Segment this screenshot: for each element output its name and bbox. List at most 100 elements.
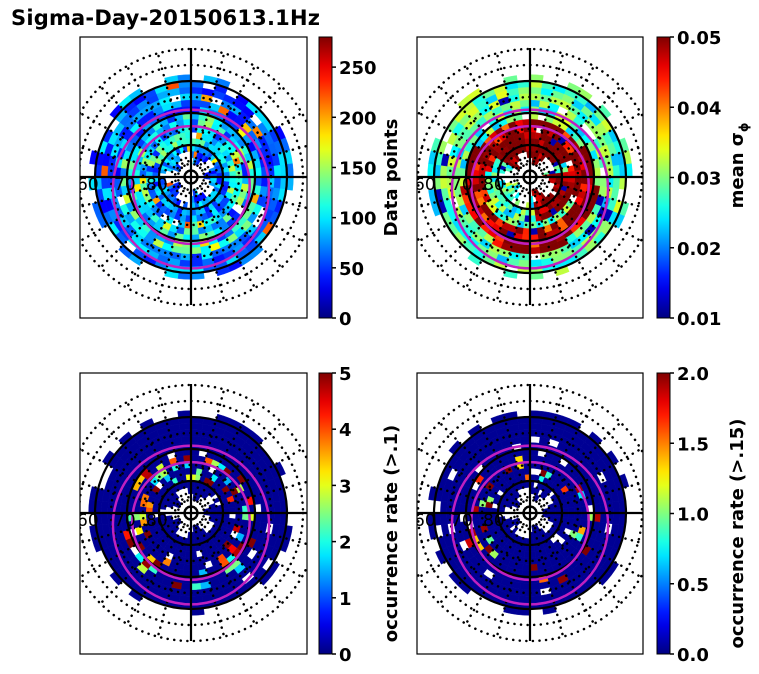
mlt-grid-line [530,181,565,302]
heatmap-cell [440,165,448,178]
mlt-grid-line [417,177,526,209]
heatmap-cell [180,435,192,444]
mlt-grid-line [80,513,187,545]
lat-label-60: 60 [414,511,436,531]
colorbar-tick-label: 150 [339,158,377,179]
mlt-grid-line [464,181,529,290]
heatmap-cell [529,595,542,603]
mlt-grid-line [417,178,526,243]
colorbar-tick-label: 4 [339,420,352,441]
mlt-grid-line [531,517,596,626]
lat-label-70: 70 [451,511,473,531]
axes-frame [416,372,644,655]
colorbar-tick-label: 0.01 [677,309,721,330]
mlt-grid-line [191,388,226,509]
heatmap-cell [260,176,269,188]
heatmap-cell [519,99,531,108]
colorbar-tick-label: 2.0 [677,364,709,385]
heatmap-cell [273,165,281,178]
mlt-grid-line [125,181,190,290]
mlt-grid-line [194,85,283,174]
mlt-grid-line [495,517,530,638]
heatmap-cell [190,435,202,444]
heatmap-cell [529,563,538,571]
colorbar-tick-label: 2 [339,533,352,554]
heatmap-cell [529,582,541,591]
mlt-grid-line [438,516,527,605]
mlt-grid-line [191,517,226,638]
heatmap-cell [529,259,542,267]
colorbar-tick-label: 0.03 [677,169,721,190]
colorbar-tick-label: 1.5 [677,434,709,455]
heatmap-cell [599,512,608,524]
colorbar-label: occurrence rate (>.1) [381,425,402,642]
heatmap-cell [612,512,620,525]
heatmap-cell [529,246,541,255]
heatmap-cell [179,423,192,431]
mlt-grid-line [194,516,283,605]
heatmap-cell [101,512,109,525]
mlt-grid-line [464,517,529,626]
mlt-grid-line [530,52,565,173]
plot-area: 60 70 80 [77,383,307,643]
heatmap-cell [179,595,192,603]
heatmap-cell [519,582,531,591]
mlt-grid-line [125,64,190,173]
colorbar-tick-label: 50 [339,259,364,280]
mlt-grid-line [192,400,257,509]
mlt-grid-line [125,400,190,509]
heatmap-cell [612,176,620,189]
heatmap-cell [472,512,480,521]
mlt-grid-line [495,52,530,173]
lat-label-60: 60 [414,175,436,195]
mlt-grid-line [195,480,307,513]
colorbar: 0 50 100 150 200 250 Data points [318,36,402,330]
heatmap-cell [190,595,203,603]
colorbar-tick-label: 1.0 [677,505,709,526]
colorbar-gradient [656,36,671,319]
colorbar-gradient [318,36,333,319]
mlt-grid-line [195,144,307,177]
mlt-grid-line [531,400,596,509]
mlt-grid-line [195,514,304,579]
panel-2: 60 70 80 0.01 0.02 0.03 0.04 0.05 mean σϕ [414,28,751,330]
mlt-grid-line [195,111,304,176]
heatmap-cell [440,523,450,537]
mlt-grid-line [495,388,530,509]
colorbar-gradient [656,372,671,655]
colorbar: 0.01 0.02 0.03 0.04 0.05 mean σϕ [656,28,751,330]
lat-label-80: 80 [483,511,505,531]
heatmap-cell [190,423,203,431]
lat-label-60: 60 [77,511,99,531]
colorbar-tick-label: 0.02 [677,239,721,260]
mlt-grid-line [534,481,643,513]
mlt-grid-line [534,145,643,177]
mlt-grid-line [99,180,188,269]
mlt-grid-line [534,513,643,545]
colorbar-tick-label: 1 [339,589,352,610]
mlt-grid-line [438,85,527,174]
heatmap-cell [241,176,249,185]
heatmap-cell [612,165,620,178]
mlt-grid-line [80,447,187,512]
colorbar-tick-label: 0.5 [677,575,709,596]
mlt-grid-line [80,111,187,176]
mlt-grid-line [195,447,304,512]
heatmap-cell [529,423,542,431]
heatmap-cell [183,227,192,235]
colorbar-tick-label: 200 [339,108,377,129]
mlt-grid-line [533,516,622,605]
heatmap-cell [190,582,202,591]
heatmap-cell [179,87,192,95]
heatmap-cell [101,165,109,178]
mlt-grid-line [80,481,187,513]
mlt-grid-line [195,178,304,243]
heatmap-cell [190,227,199,235]
heatmap-cell [522,227,531,235]
colorbar: 0 1 2 3 4 5 occurrence rate (>.1) [318,364,402,666]
mlt-grid-line [417,513,526,545]
mlt-grid-line [438,180,527,269]
heatmap-cell [599,176,608,188]
figure-title: Sigma-Day-20150613.1Hz [11,6,321,30]
